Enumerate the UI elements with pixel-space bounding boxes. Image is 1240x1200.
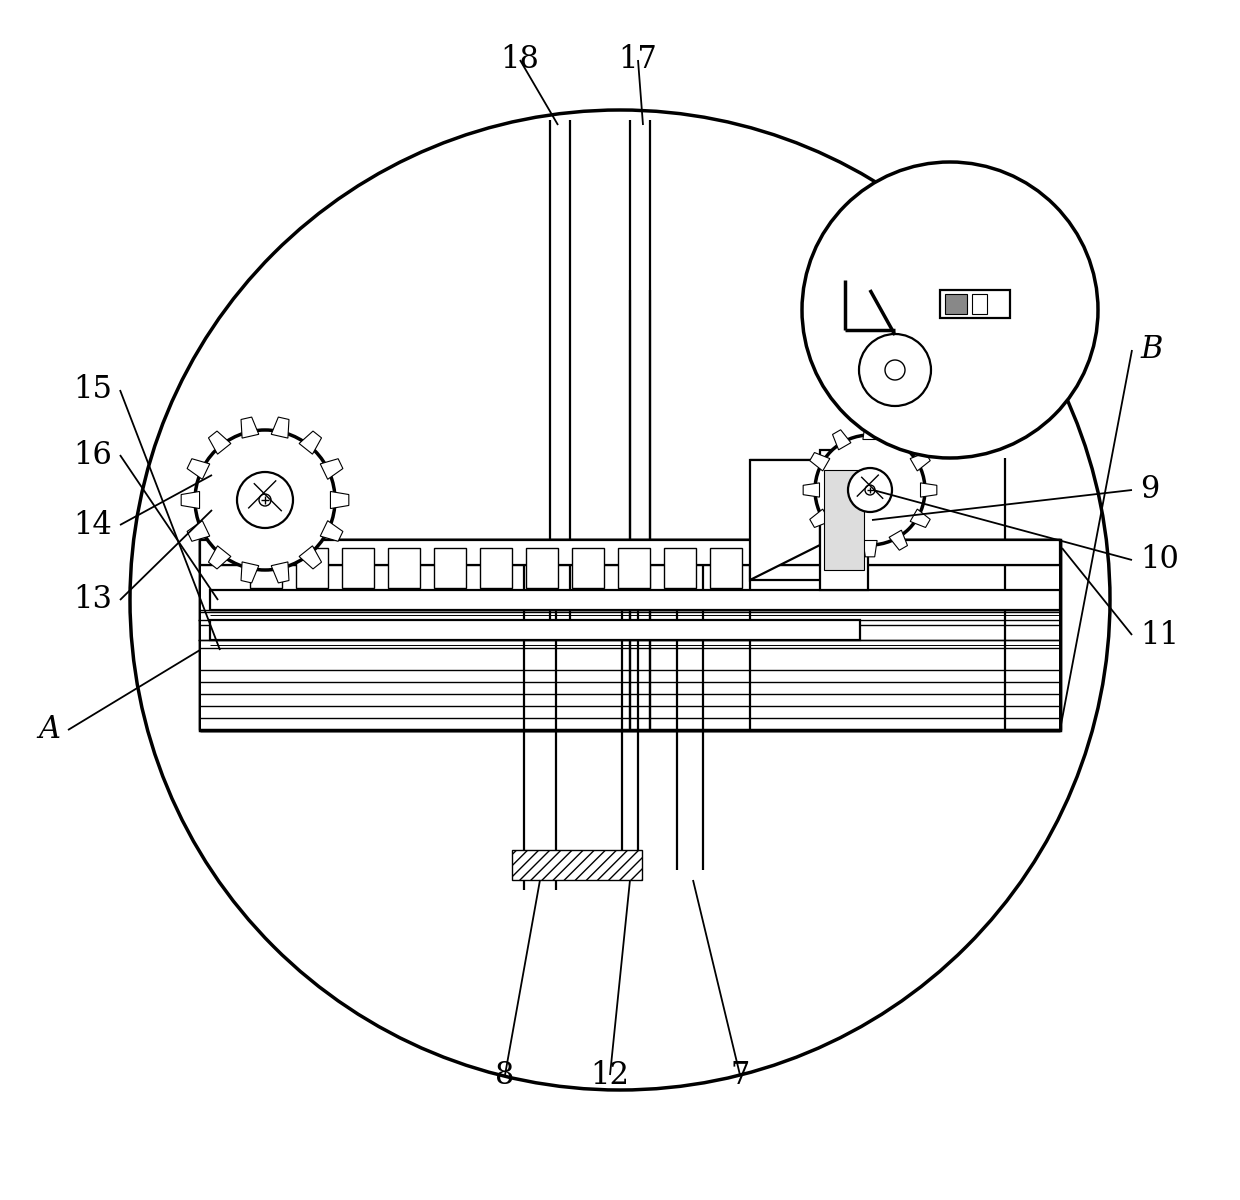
Polygon shape [910,509,930,528]
Polygon shape [320,458,343,479]
Text: 9: 9 [1140,474,1159,505]
Bar [201,541,1059,728]
Circle shape [859,334,931,406]
Text: 8: 8 [495,1060,515,1091]
Polygon shape [299,546,321,569]
Text: 16: 16 [73,439,112,470]
Bar [480,548,512,588]
Text: 14: 14 [73,510,112,540]
Circle shape [259,494,272,506]
Text: 10: 10 [1140,545,1179,576]
Bar [572,548,604,588]
Polygon shape [810,509,830,528]
Text: 7: 7 [730,1060,750,1091]
Polygon shape [272,562,289,583]
Polygon shape [181,492,200,509]
Polygon shape [910,452,930,470]
Circle shape [885,360,905,380]
Polygon shape [863,424,877,439]
Bar [526,548,558,588]
Text: 17: 17 [619,44,657,76]
Text: 11: 11 [1140,619,1179,650]
Text: 13: 13 [73,584,112,616]
Polygon shape [208,431,231,454]
Polygon shape [750,460,820,580]
Polygon shape [241,562,259,583]
Bar [200,540,1060,730]
Polygon shape [920,482,937,497]
Polygon shape [832,430,851,450]
Bar [663,548,696,588]
Text: 12: 12 [590,1060,630,1091]
Bar [825,470,864,570]
Text: B: B [1140,335,1162,366]
Bar [940,290,1011,318]
Polygon shape [889,530,908,551]
Circle shape [237,472,293,528]
Polygon shape [187,458,210,479]
Bar [250,548,281,588]
Bar [434,548,466,588]
Polygon shape [187,521,210,541]
Bar [618,548,650,588]
Polygon shape [208,546,231,569]
Polygon shape [330,492,348,509]
Polygon shape [804,482,820,497]
Text: A: A [38,714,60,745]
Bar [972,294,987,314]
Circle shape [195,430,335,570]
Circle shape [815,434,925,545]
Polygon shape [832,530,851,551]
Bar [210,590,1060,610]
Bar [296,548,329,588]
Bar [210,620,861,640]
Polygon shape [241,418,259,438]
Circle shape [130,110,1110,1090]
Circle shape [802,162,1097,458]
Polygon shape [889,430,908,450]
Bar [342,548,374,588]
Circle shape [866,485,875,494]
Text: 18: 18 [501,44,539,76]
Bar [945,294,967,314]
Polygon shape [272,418,289,438]
Bar [388,548,420,588]
Bar [200,540,1060,565]
Bar [711,548,742,588]
Bar [512,850,642,880]
Bar [820,450,868,590]
Text: 15: 15 [73,374,112,406]
Polygon shape [320,521,343,541]
Circle shape [848,468,892,512]
Polygon shape [863,540,877,557]
Polygon shape [299,431,321,454]
Polygon shape [810,452,830,470]
